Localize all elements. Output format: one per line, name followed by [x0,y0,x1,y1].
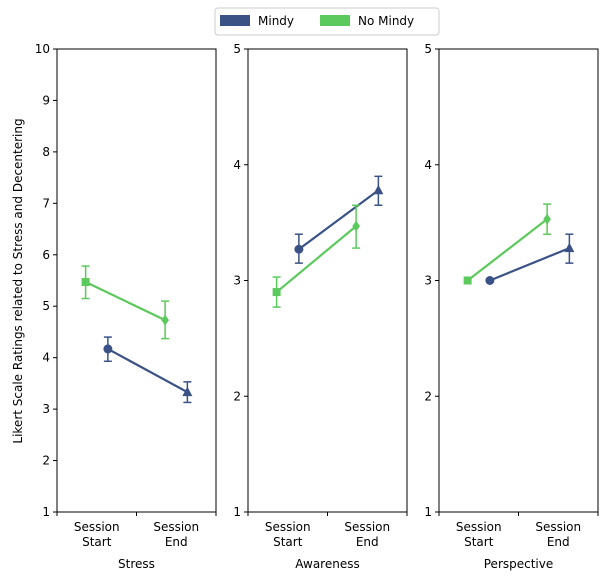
data-point [161,314,169,326]
panel-perspective: 1 2 3 4 5 Session Start Session End Perspective [424,42,599,571]
y-tick-label: 6 [42,248,50,262]
y-tick-label: 4 [42,351,50,365]
series-line [107,347,188,394]
x-tick-label: Session Start [265,520,311,549]
y-tick-label: 3 [424,274,432,288]
panel-awareness: 1 2 3 4 5 Session Start Session End Awareness [233,42,408,571]
axes-frame [247,48,408,513]
data-point [352,220,360,232]
legend-item-mindy: Mindy [220,14,294,28]
data-point [103,344,113,354]
x-axis-label: Stress [118,557,155,571]
legend-swatch [220,15,250,26]
y-tick-label: 2 [424,389,432,403]
x-tick-label: Session End [535,520,581,549]
series-no-mindy [81,265,170,340]
data-point [272,288,281,297]
y-tick-label: 7 [42,196,50,210]
axes-frame [438,48,599,513]
data-point [294,244,304,254]
x-axis-label: Perspective [484,557,554,571]
y-tick-label: 5 [233,42,241,56]
data-point [373,184,384,195]
y-tick-label: 10 [35,42,50,56]
legend: Mindy No Mindy [214,7,440,36]
data-point [463,276,472,285]
y-tick-label: 4 [233,158,241,172]
legend-label: No Mindy [358,14,414,28]
y-tick-label: 4 [424,158,432,172]
data-point [485,276,495,285]
data-point [543,213,551,225]
legend-label: Mindy [258,14,294,28]
x-tick-label: Session End [153,520,199,549]
x-axis-label: Awareness [295,557,359,571]
y-axis-label: Likert Scale Ratings related to Stress a… [11,118,25,443]
x-tick-label: Session Start [456,520,502,549]
legend-item-no-mindy: No Mindy [320,14,414,28]
y-tick-label: 3 [42,402,50,416]
y-tick-label: 1 [233,505,241,519]
y-tick-label: 3 [233,274,241,288]
data-point [182,386,193,397]
series-no-mindy [463,203,552,285]
panel-stress: 1 2 3 4 5 6 7 8 9 10 Session Start Session End Stress [35,42,217,571]
y-tick-label: 1 [424,505,432,519]
series-line [298,189,380,251]
y-tick-label: 1 [42,505,50,519]
series-line [466,218,548,282]
x-tick-label: Session Start [74,520,120,549]
legend-swatch [320,15,350,26]
y-tick-label: 2 [233,389,241,403]
series-line [489,247,570,282]
series-line [85,281,166,322]
y-tick-label: 5 [424,42,432,56]
data-point [81,278,90,287]
data-point [564,242,575,253]
axes-frame [56,48,217,513]
series-line [275,225,357,293]
series-mindy [485,233,575,285]
series-no-mindy [272,204,361,308]
x-tick-label: Session End [344,520,390,549]
y-tick-label: 8 [42,145,50,159]
series-mindy [103,336,193,404]
y-tick-label: 5 [42,299,50,313]
y-tick-label: 9 [42,93,50,107]
y-tick-label: 2 [42,454,50,468]
series-mindy [294,175,384,264]
